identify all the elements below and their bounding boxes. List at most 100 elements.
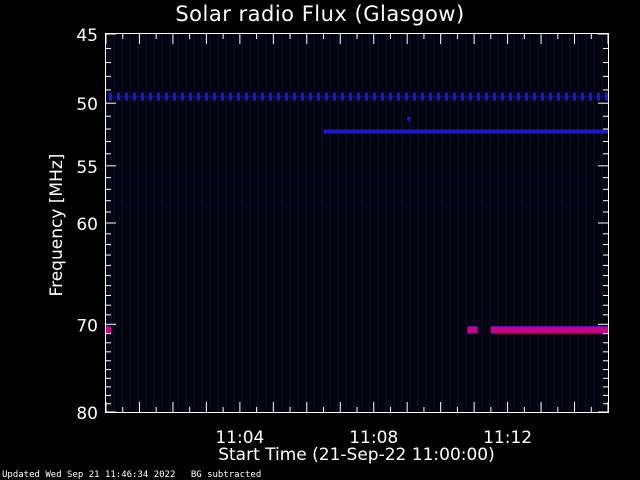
feature-dot [591, 182, 594, 185]
feature-dot [596, 205, 599, 208]
feature-dash [357, 92, 360, 101]
x-tick-label: 11:08 [349, 428, 398, 448]
feature-dot [481, 182, 484, 185]
feature-dot [541, 182, 544, 185]
feature-dot [601, 205, 604, 208]
feature-dot [261, 182, 264, 185]
feature-dot [456, 182, 459, 185]
plot-frame [105, 33, 609, 413]
feature-dot [226, 182, 229, 185]
feature-dot [551, 205, 554, 208]
feature-dash [397, 92, 400, 101]
feature-dot [151, 205, 154, 208]
feature-dot [536, 205, 539, 208]
feature-dot [291, 205, 294, 208]
feature-dash [309, 92, 312, 101]
feature-dash [517, 92, 520, 101]
feature-dot [561, 205, 564, 208]
feature-dot [401, 182, 404, 185]
feature-dot [576, 205, 579, 208]
feature-dash [213, 92, 216, 101]
feature-dash [325, 92, 328, 101]
feature-dash [413, 92, 416, 101]
feature-dot [121, 205, 124, 208]
feature-dot [171, 205, 174, 208]
feature-dot [391, 182, 394, 185]
feature-dot [566, 205, 569, 208]
feature-dot [361, 182, 364, 185]
feature-dash [453, 92, 456, 101]
feature-dot [236, 205, 239, 208]
feature-dot [141, 182, 144, 185]
y-tick-label: 80 [76, 404, 98, 424]
feature-dot [496, 205, 499, 208]
feature-dot [376, 205, 379, 208]
feature-dot [131, 182, 134, 185]
feature-dot [521, 182, 524, 185]
feature-core [467, 326, 478, 333]
feature-dot [151, 182, 154, 185]
feature-dash [365, 92, 368, 101]
feature-dash [429, 92, 432, 101]
feature-dot [411, 205, 414, 208]
feature-dash [477, 92, 480, 101]
feature-dot [571, 205, 574, 208]
feature-dot [131, 205, 134, 208]
feature-dot [431, 182, 434, 185]
feature-dash [541, 92, 544, 101]
feature-dot [276, 182, 279, 185]
feature-dot [476, 205, 479, 208]
feature-dot [381, 182, 384, 185]
feature-dot [316, 182, 319, 185]
feature-dot [601, 182, 604, 185]
feature-dot [211, 182, 214, 185]
feature-dot [186, 205, 189, 208]
feature-dot [426, 182, 429, 185]
chart-title: Solar radio Flux (Glasgow) [175, 2, 465, 26]
feature-dot [296, 205, 299, 208]
feature-dash [493, 92, 496, 101]
feature-dot [436, 182, 439, 185]
feature-dot [606, 182, 609, 185]
feature-dot [526, 182, 529, 185]
feature-dot [471, 182, 474, 185]
feature-dash [285, 92, 288, 101]
feature-dot [321, 182, 324, 185]
feature-dot [216, 205, 219, 208]
feature-dot [606, 205, 609, 208]
feature-dot [476, 182, 479, 185]
feature-dash [317, 92, 320, 101]
feature-dash [341, 92, 344, 101]
feature-dot [506, 205, 509, 208]
feature-dot [191, 205, 194, 208]
feature-dot [311, 205, 314, 208]
feature-dot [256, 182, 259, 185]
feature-dot [376, 182, 379, 185]
feature-dot [346, 182, 349, 185]
feature-dot [371, 205, 374, 208]
feature-dot [301, 182, 304, 185]
feature-dot [146, 182, 149, 185]
feature-dot [281, 182, 284, 185]
feature-dash [549, 92, 552, 101]
feature-dot [316, 205, 319, 208]
feature-dot [586, 182, 589, 185]
feature-dash [605, 92, 608, 101]
feature-dot [181, 205, 184, 208]
feature-dot [306, 182, 309, 185]
feature-dot [466, 182, 469, 185]
feature-dot [516, 205, 519, 208]
x-axis-label: Start Time (21-Sep-22 11:00:00) [218, 445, 495, 465]
feature-dot [446, 205, 449, 208]
feature-dot [271, 182, 274, 185]
feature-dash [405, 92, 408, 101]
feature-dot [296, 182, 299, 185]
feature-dot [426, 205, 429, 208]
feature-dot [141, 205, 144, 208]
feature-dot [421, 182, 424, 185]
feature-dot [191, 182, 194, 185]
feature-dash [205, 92, 208, 101]
feature-dot [286, 205, 289, 208]
feature-dot [526, 205, 529, 208]
